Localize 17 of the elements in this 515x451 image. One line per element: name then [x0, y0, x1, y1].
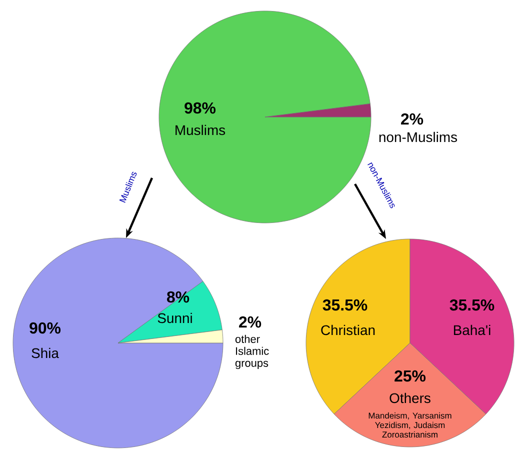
data-label: 35.5%: [450, 299, 494, 311]
slice-label: Sunni: [158, 312, 192, 324]
data-label: 25%: [394, 370, 426, 382]
data-label: 90%: [30, 322, 61, 334]
slice-label: Shia: [32, 348, 59, 358]
slice-label: other Islamic groups: [235, 334, 269, 370]
slice-label: Christian: [321, 324, 375, 336]
slice-label: non-Muslims: [379, 132, 458, 142]
slice-label: Baha'i: [454, 324, 490, 336]
data-label: 8%: [166, 291, 190, 303]
data-label: 2%: [401, 113, 424, 125]
data-label: 2%: [239, 316, 262, 328]
slice-label: Muslims: [176, 124, 226, 136]
data-label: 35.5%: [322, 299, 368, 311]
slice-label: Others: [390, 392, 430, 404]
text: Mandeism, Yarsanism Yezidism, Judaism Zoroastrianism: [368, 412, 452, 438]
data-label: 98%: [184, 102, 216, 114]
